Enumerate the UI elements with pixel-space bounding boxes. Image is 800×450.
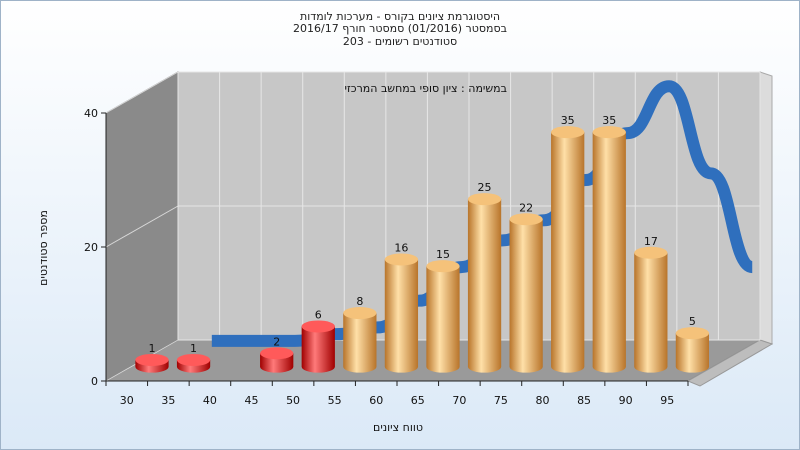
bar-65: 15: [426, 248, 460, 373]
bar-90: 17: [634, 235, 668, 373]
x-tick-85: 85: [577, 394, 591, 407]
x-tick-60: 60: [369, 394, 383, 407]
bar-80: 35: [551, 114, 585, 373]
y-tick-0: 0: [91, 375, 98, 388]
chart-annotation: במשימה : ציון סופי במחשב המרכזי: [345, 82, 508, 95]
data-label-75: 22: [519, 201, 533, 214]
x-tick-40: 40: [203, 394, 217, 407]
x-axis-label: טווח ציונים: [373, 421, 423, 434]
bar-50: 6: [301, 308, 335, 373]
chart-title-line-1: היסטוגרמת ציונים בקורס - מערכות לומדות: [299, 10, 501, 23]
data-label-50: 6: [315, 308, 322, 321]
floor-bevel: [686, 339, 774, 387]
bar-30: 1: [135, 342, 169, 373]
bar-35: 1: [176, 342, 211, 373]
x-tick-80: 80: [536, 394, 550, 407]
x-tick-65: 65: [411, 394, 425, 407]
x-tick-50: 50: [286, 394, 300, 407]
x-tick-95: 95: [660, 394, 674, 407]
x-tick-55: 55: [328, 394, 342, 407]
chart-title-line-3: סטודנטים רשומים - 203: [342, 35, 458, 48]
y-ticks: 0 20 40: [84, 107, 106, 388]
x-tick-75: 75: [494, 394, 508, 407]
data-label-70: 25: [478, 181, 492, 194]
bar-45: 2: [260, 335, 294, 373]
data-label-90: 17: [644, 235, 658, 248]
x-tick-45: 45: [245, 394, 259, 407]
bar-75: 22: [509, 201, 543, 373]
x-tick-70: 70: [452, 394, 466, 407]
x-tick-30: 30: [120, 394, 134, 407]
data-label-95: 5: [689, 315, 696, 328]
data-label-85: 35: [602, 114, 616, 127]
bars: 1 1 2 6 8 16 15 25 22 35 35 17 5: [135, 114, 710, 373]
data-label-55: 8: [356, 295, 363, 308]
y-tick-20: 20: [84, 241, 98, 254]
data-label-60: 16: [394, 241, 408, 254]
x-tick-90: 90: [619, 394, 633, 407]
bar-60: 16: [384, 241, 419, 373]
data-label-45: 2: [273, 335, 280, 348]
y-tick-40: 40: [84, 107, 98, 120]
bar-55: 8: [343, 295, 377, 373]
right-bevel: [759, 71, 773, 345]
bar-70: 25: [467, 181, 502, 373]
x-ticks: 30 35 40 45 50 55 60 65 70 75 80 85 90 95: [105, 381, 689, 407]
y-axis-label: מספר סטודנטים: [37, 210, 50, 286]
data-label-35: 1: [190, 342, 197, 355]
chart-title-line-2: בסמסטר (01/2016) סמסטר חורף 2016/17: [293, 22, 507, 35]
data-label-80: 35: [561, 114, 575, 127]
bar-85: 35: [592, 114, 626, 373]
data-label-65: 15: [436, 248, 450, 261]
bar-95: 5: [675, 315, 710, 373]
data-label-30: 1: [148, 342, 155, 355]
x-tick-35: 35: [161, 394, 175, 407]
